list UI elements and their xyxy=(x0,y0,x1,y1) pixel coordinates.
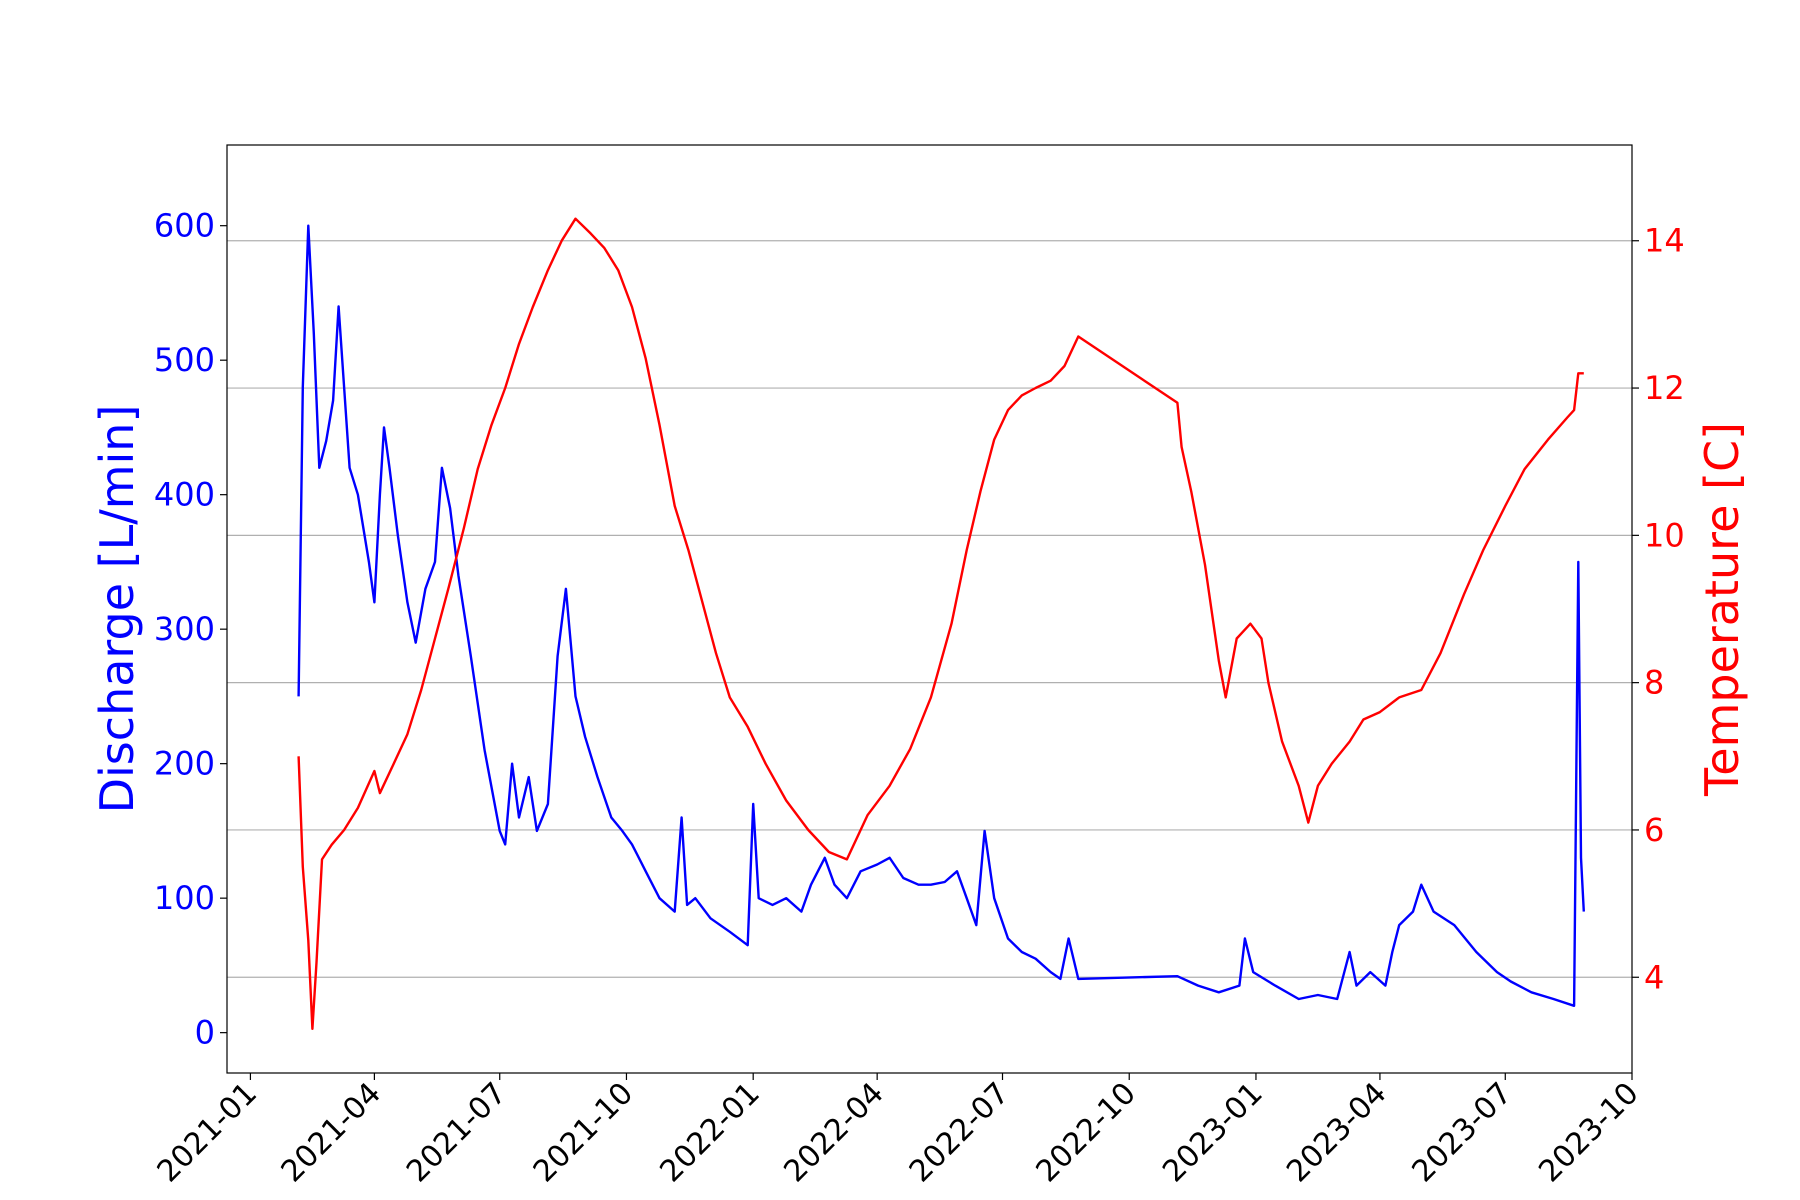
left-tick-label: 400 xyxy=(154,476,215,514)
left-tick-label: 300 xyxy=(154,610,215,648)
right-tick-label: 4 xyxy=(1644,958,1664,996)
left-tick-label: 0 xyxy=(195,1014,215,1052)
right-tick-label: 6 xyxy=(1644,811,1664,849)
right-tick-label: 10 xyxy=(1644,516,1685,554)
temperature-series-line xyxy=(297,217,1584,1031)
left-tick-label: 600 xyxy=(154,207,215,245)
left-tick-label: 100 xyxy=(154,879,215,917)
series-lines xyxy=(297,217,1585,1031)
left-tick-label: 200 xyxy=(154,745,215,783)
right-tick-label: 12 xyxy=(1644,369,1685,407)
left-axis-label: Discharge [L/min] xyxy=(90,405,144,814)
right-axis-label: Temperature [C] xyxy=(1695,422,1749,797)
discharge-series-line xyxy=(297,224,1585,1007)
right-tick-label: 8 xyxy=(1644,664,1664,702)
left-tick-label: 500 xyxy=(154,341,215,379)
right-tick-label: 14 xyxy=(1644,222,1685,260)
plot-frame xyxy=(226,144,1633,1074)
